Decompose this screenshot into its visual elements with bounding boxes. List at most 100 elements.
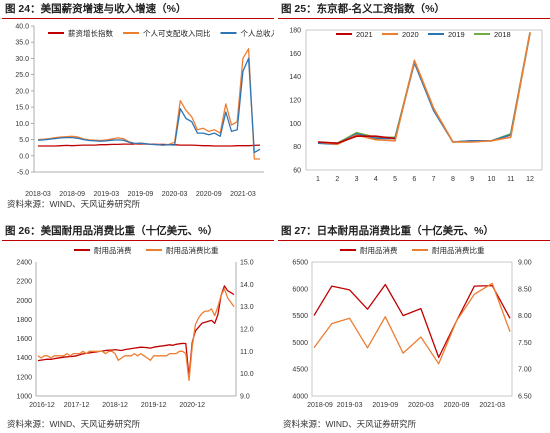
- y-tick-label-right: 6.50: [518, 394, 532, 401]
- y-tick-label-left: 6500: [292, 260, 308, 267]
- series-line: [313, 283, 511, 359]
- series-line: [317, 33, 531, 146]
- source-note: 资料来源：WIND、天风证券研究所: [7, 419, 141, 429]
- y-tick-label-right: 7.50: [518, 340, 532, 347]
- y-tick-label: 100: [289, 121, 301, 128]
- y-tick-label-left: 6000: [292, 286, 308, 293]
- x-tick-label: 2019-03: [93, 191, 119, 198]
- panel-us-durable: 图 26：美国耐用品消费比重（十亿美元、%） 1000 1200 1400 1600 1…: [2, 222, 274, 433]
- y-tick-label: 120: [289, 98, 301, 105]
- x-tick-label: 2020-09: [444, 402, 470, 409]
- y-tick-label: 25.0: [15, 72, 29, 79]
- x-tick-label: 2020-09: [196, 191, 222, 198]
- y-tick-label-left: 1000: [16, 394, 32, 401]
- series-line: [317, 135, 396, 144]
- panel-title: 图 24：美国薪资增速与收入增速（%）: [2, 0, 274, 19]
- y-tick-label-left: 1800: [16, 317, 32, 324]
- series-line: [313, 282, 511, 365]
- y-tick-label: 30.0: [15, 56, 29, 63]
- x-tick-label: 2: [335, 176, 339, 183]
- y-tick-label-left: 2200: [16, 279, 32, 286]
- series-line: [37, 48, 260, 160]
- legend-label: 2019: [448, 30, 465, 39]
- x-tick-label: 9: [470, 176, 474, 183]
- y-tick-label-left: 1400: [16, 355, 32, 362]
- panel-wage-income: 图 24：美国薪资增速与收入增速（%） -5.0 0.0 5.0 10.0 15.0 20…: [2, 0, 274, 216]
- y-tick-label: 180: [289, 28, 301, 35]
- x-tick-label: 10: [488, 176, 496, 183]
- y-tick-label: 15.0: [15, 105, 29, 112]
- y-tick-label-right: 11.0: [240, 349, 253, 356]
- plot-frame: [305, 29, 543, 171]
- legend-label: 2018: [494, 30, 511, 39]
- series-line: [37, 285, 235, 378]
- x-tick-label: 2017-12: [64, 402, 90, 409]
- legend-label: 耐用品消费比重: [432, 245, 485, 255]
- y-tick-label: 60: [293, 168, 301, 175]
- x-tick-label: 2019-03: [337, 402, 363, 409]
- chart-us-durable: 1000 1200 1400 1600 1800 2000 2200 2400 9.0 10.0 1…: [16, 245, 254, 409]
- y-tick-label-right: 9.00: [518, 260, 532, 267]
- x-tick-label: 2019-09: [128, 191, 154, 198]
- x-tick-label: 2018-09: [307, 402, 333, 409]
- x-tick-label: 8: [451, 176, 455, 183]
- y-tick-label: 80: [293, 144, 301, 151]
- y-tick-label: 5.0: [19, 137, 29, 144]
- legend-label: 薪资增长指数: [68, 28, 113, 38]
- y-tick-label-left: 1200: [16, 374, 32, 381]
- y-tick-label: -5.0: [17, 170, 29, 177]
- x-tick-label: 2020-12: [179, 402, 205, 409]
- y-tick-label-right: 8.00: [518, 313, 532, 320]
- legend-label: 2020: [402, 30, 419, 39]
- x-tick-label: 2020-03: [408, 402, 434, 409]
- y-tick-label-left: 2000: [16, 298, 32, 305]
- legend-label: 个人可支配收入同比: [143, 28, 211, 38]
- y-tick-label: 140: [289, 74, 301, 81]
- legend-label: 个人总收入同比: [241, 28, 275, 38]
- y-tick-label-left: 5500: [292, 313, 308, 320]
- panel-title: 图 25：东京都-名义工资指数（%）: [278, 0, 550, 19]
- y-tick-label-left: 4500: [292, 367, 308, 374]
- x-tick-label: 2019-09: [372, 402, 398, 409]
- x-tick-label: 2018-09: [59, 191, 85, 198]
- x-tick-label: 12: [526, 176, 534, 183]
- y-tick-label-right: 9.0: [240, 394, 250, 401]
- series-line: [37, 288, 235, 382]
- y-tick-label-left: 5000: [292, 340, 308, 347]
- x-tick-label: 3: [355, 176, 359, 183]
- legend-label: 耐用品消费比重: [166, 245, 219, 255]
- y-tick-label-right: 14.0: [240, 282, 254, 289]
- x-tick-label: 2018-03: [25, 191, 51, 198]
- series-line: [37, 57, 261, 154]
- legend-label: 耐用品消费: [360, 245, 398, 255]
- y-tick-label: 0.0: [19, 153, 29, 160]
- panel-jp-durable: 图 27：日本耐用品消费比重（十亿美元、%） 4000 4500 5000 5500 6…: [278, 222, 550, 433]
- y-tick-label: 40.0: [15, 24, 29, 31]
- y-tick-label-right: 10.0: [240, 371, 254, 378]
- x-tick-label: 2021-03: [230, 191, 256, 198]
- x-tick-label: 2019-12: [141, 402, 167, 409]
- chart-wage-income: -5.0 0.0 5.0 10.0 15.0 20.0 25.0 30.0 35.0 40.0 20…: [15, 24, 275, 199]
- x-tick-label: 5: [393, 176, 397, 183]
- source-note: 资料来源：WIND、天风证券研究所: [283, 419, 417, 429]
- y-tick-label-left: 4000: [292, 394, 308, 401]
- y-tick-label-left: 2400: [16, 260, 32, 267]
- y-tick-label-right: 13.0: [240, 304, 254, 311]
- legend-label: 耐用品消费: [94, 245, 132, 255]
- chart-jp-durable: 4000 4500 5000 5500 6000 6500 6.50 7.00 7.50 8.00…: [292, 245, 532, 409]
- x-tick-label: 1: [316, 176, 320, 183]
- x-tick-label: 2020-03: [162, 191, 188, 198]
- legend-label: 2021: [356, 30, 373, 39]
- x-tick-label: 2021-03: [479, 402, 505, 409]
- x-tick-label: 4: [374, 176, 378, 183]
- x-tick-label: 11: [507, 176, 514, 183]
- panel-title: 图 27：日本耐用品消费比重（十亿美元、%）: [278, 222, 550, 241]
- y-tick-label: 35.0: [15, 40, 29, 47]
- panel-tokyo-wage: 图 25：东京都-名义工资指数（%） 60 80 100 120 140 160 180 1 2…: [278, 0, 550, 216]
- x-tick-label: 6: [412, 176, 416, 183]
- y-tick-label-right: 15.0: [240, 260, 254, 267]
- x-tick-label: 2018-12: [102, 402, 128, 409]
- x-tick-label: 7: [432, 176, 436, 183]
- y-tick-label: 160: [289, 51, 301, 58]
